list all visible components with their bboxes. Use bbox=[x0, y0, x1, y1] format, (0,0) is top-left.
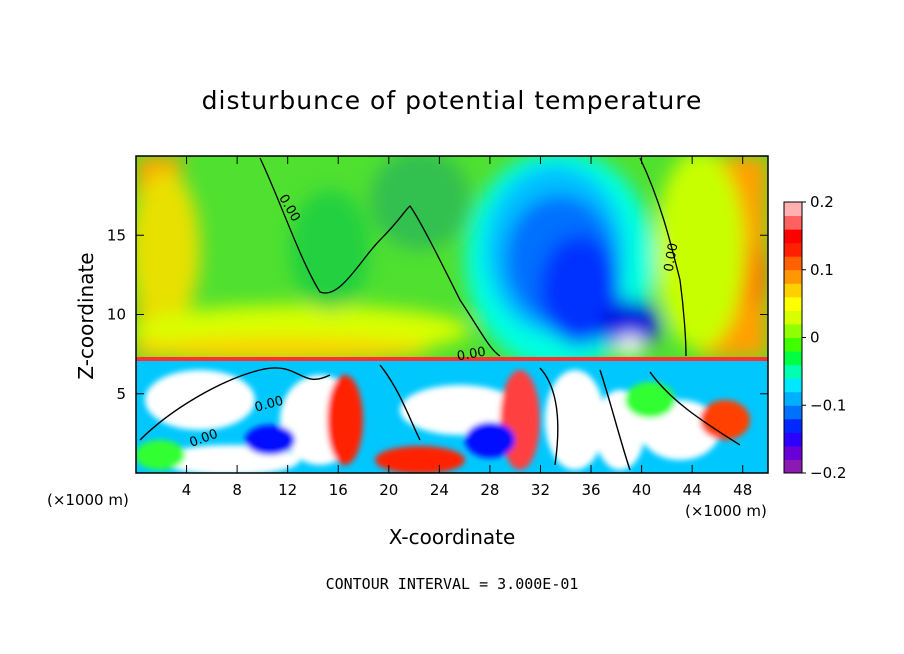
x-tick-label: 40 bbox=[632, 481, 651, 499]
colorbar-segment bbox=[784, 229, 802, 244]
colorbar-tick-label: 0 bbox=[810, 329, 820, 347]
x-axis-label: X-coordinate bbox=[388, 525, 516, 549]
colorbar-segment bbox=[784, 215, 802, 230]
x-axis-unit-right: (×1000 m) bbox=[685, 502, 767, 520]
chart-title: disturbunce of potential temperature bbox=[201, 86, 703, 115]
colorbar-segment bbox=[784, 337, 802, 352]
colorbar-tick-label: 0.1 bbox=[810, 261, 834, 279]
x-tick-label: 16 bbox=[329, 481, 348, 499]
x-tick-label: 36 bbox=[581, 481, 600, 499]
colorbar-segment bbox=[784, 351, 802, 366]
x-axis-unit-left: (×1000 m) bbox=[47, 491, 129, 509]
colorbar-segment bbox=[784, 432, 802, 447]
temperature-field bbox=[136, 156, 768, 473]
colorbar-segment bbox=[784, 378, 802, 393]
colorbar-tick-label: −0.2 bbox=[810, 464, 846, 482]
colorbar-tick-label: 0.2 bbox=[810, 193, 834, 211]
colorbar-tick-label: −0.1 bbox=[810, 396, 846, 414]
colorbar-segment bbox=[784, 269, 802, 284]
colorbar-segment bbox=[784, 459, 802, 474]
x-tick-label: 48 bbox=[733, 481, 752, 499]
x-tick-label: 4 bbox=[182, 481, 192, 499]
colorbar-segment bbox=[784, 296, 802, 311]
x-tick-label: 8 bbox=[232, 481, 242, 499]
contour-label: 0.00 bbox=[456, 345, 487, 365]
lower-layer bbox=[136, 358, 768, 473]
colorbar-segment bbox=[784, 202, 802, 217]
x-tick-label: 24 bbox=[430, 481, 449, 499]
colorbar-segment bbox=[784, 310, 802, 325]
contour-label: 0.00 bbox=[253, 394, 285, 416]
colorbar-segment bbox=[784, 323, 802, 338]
colorbar-segment bbox=[784, 364, 802, 379]
contour-interval-note: CONTOUR INTERVAL = 3.000E-01 bbox=[325, 575, 579, 593]
x-tick-label: 44 bbox=[683, 481, 702, 499]
colorbar-segment bbox=[784, 283, 802, 298]
colorbar: 0.2 0.1 0 −0.1 −0.2 bbox=[783, 193, 846, 482]
colorbar-segment bbox=[784, 256, 802, 271]
y-axis-label: Z-coordinate bbox=[74, 252, 98, 380]
y-tick-label: 15 bbox=[107, 226, 126, 244]
x-tick-label: 28 bbox=[480, 481, 499, 499]
y-tick-label: 5 bbox=[116, 385, 126, 403]
colorbar-segment bbox=[784, 391, 802, 406]
x-axis: 4 8 12 16 20 24 28 32 36 40 44 48 bbox=[182, 156, 752, 499]
colorbar-segment bbox=[784, 405, 802, 420]
y-axis: 5 10 15 bbox=[107, 226, 768, 403]
colorbar-segment bbox=[784, 418, 802, 433]
colorbar-segment bbox=[784, 242, 802, 257]
x-tick-label: 12 bbox=[278, 481, 297, 499]
colorbar-segment bbox=[784, 445, 802, 460]
upper-layer bbox=[136, 156, 768, 358]
x-tick-label: 20 bbox=[379, 481, 398, 499]
x-tick-label: 32 bbox=[531, 481, 550, 499]
contour-label: 0.00 bbox=[662, 242, 682, 273]
y-tick-label: 10 bbox=[107, 306, 126, 324]
